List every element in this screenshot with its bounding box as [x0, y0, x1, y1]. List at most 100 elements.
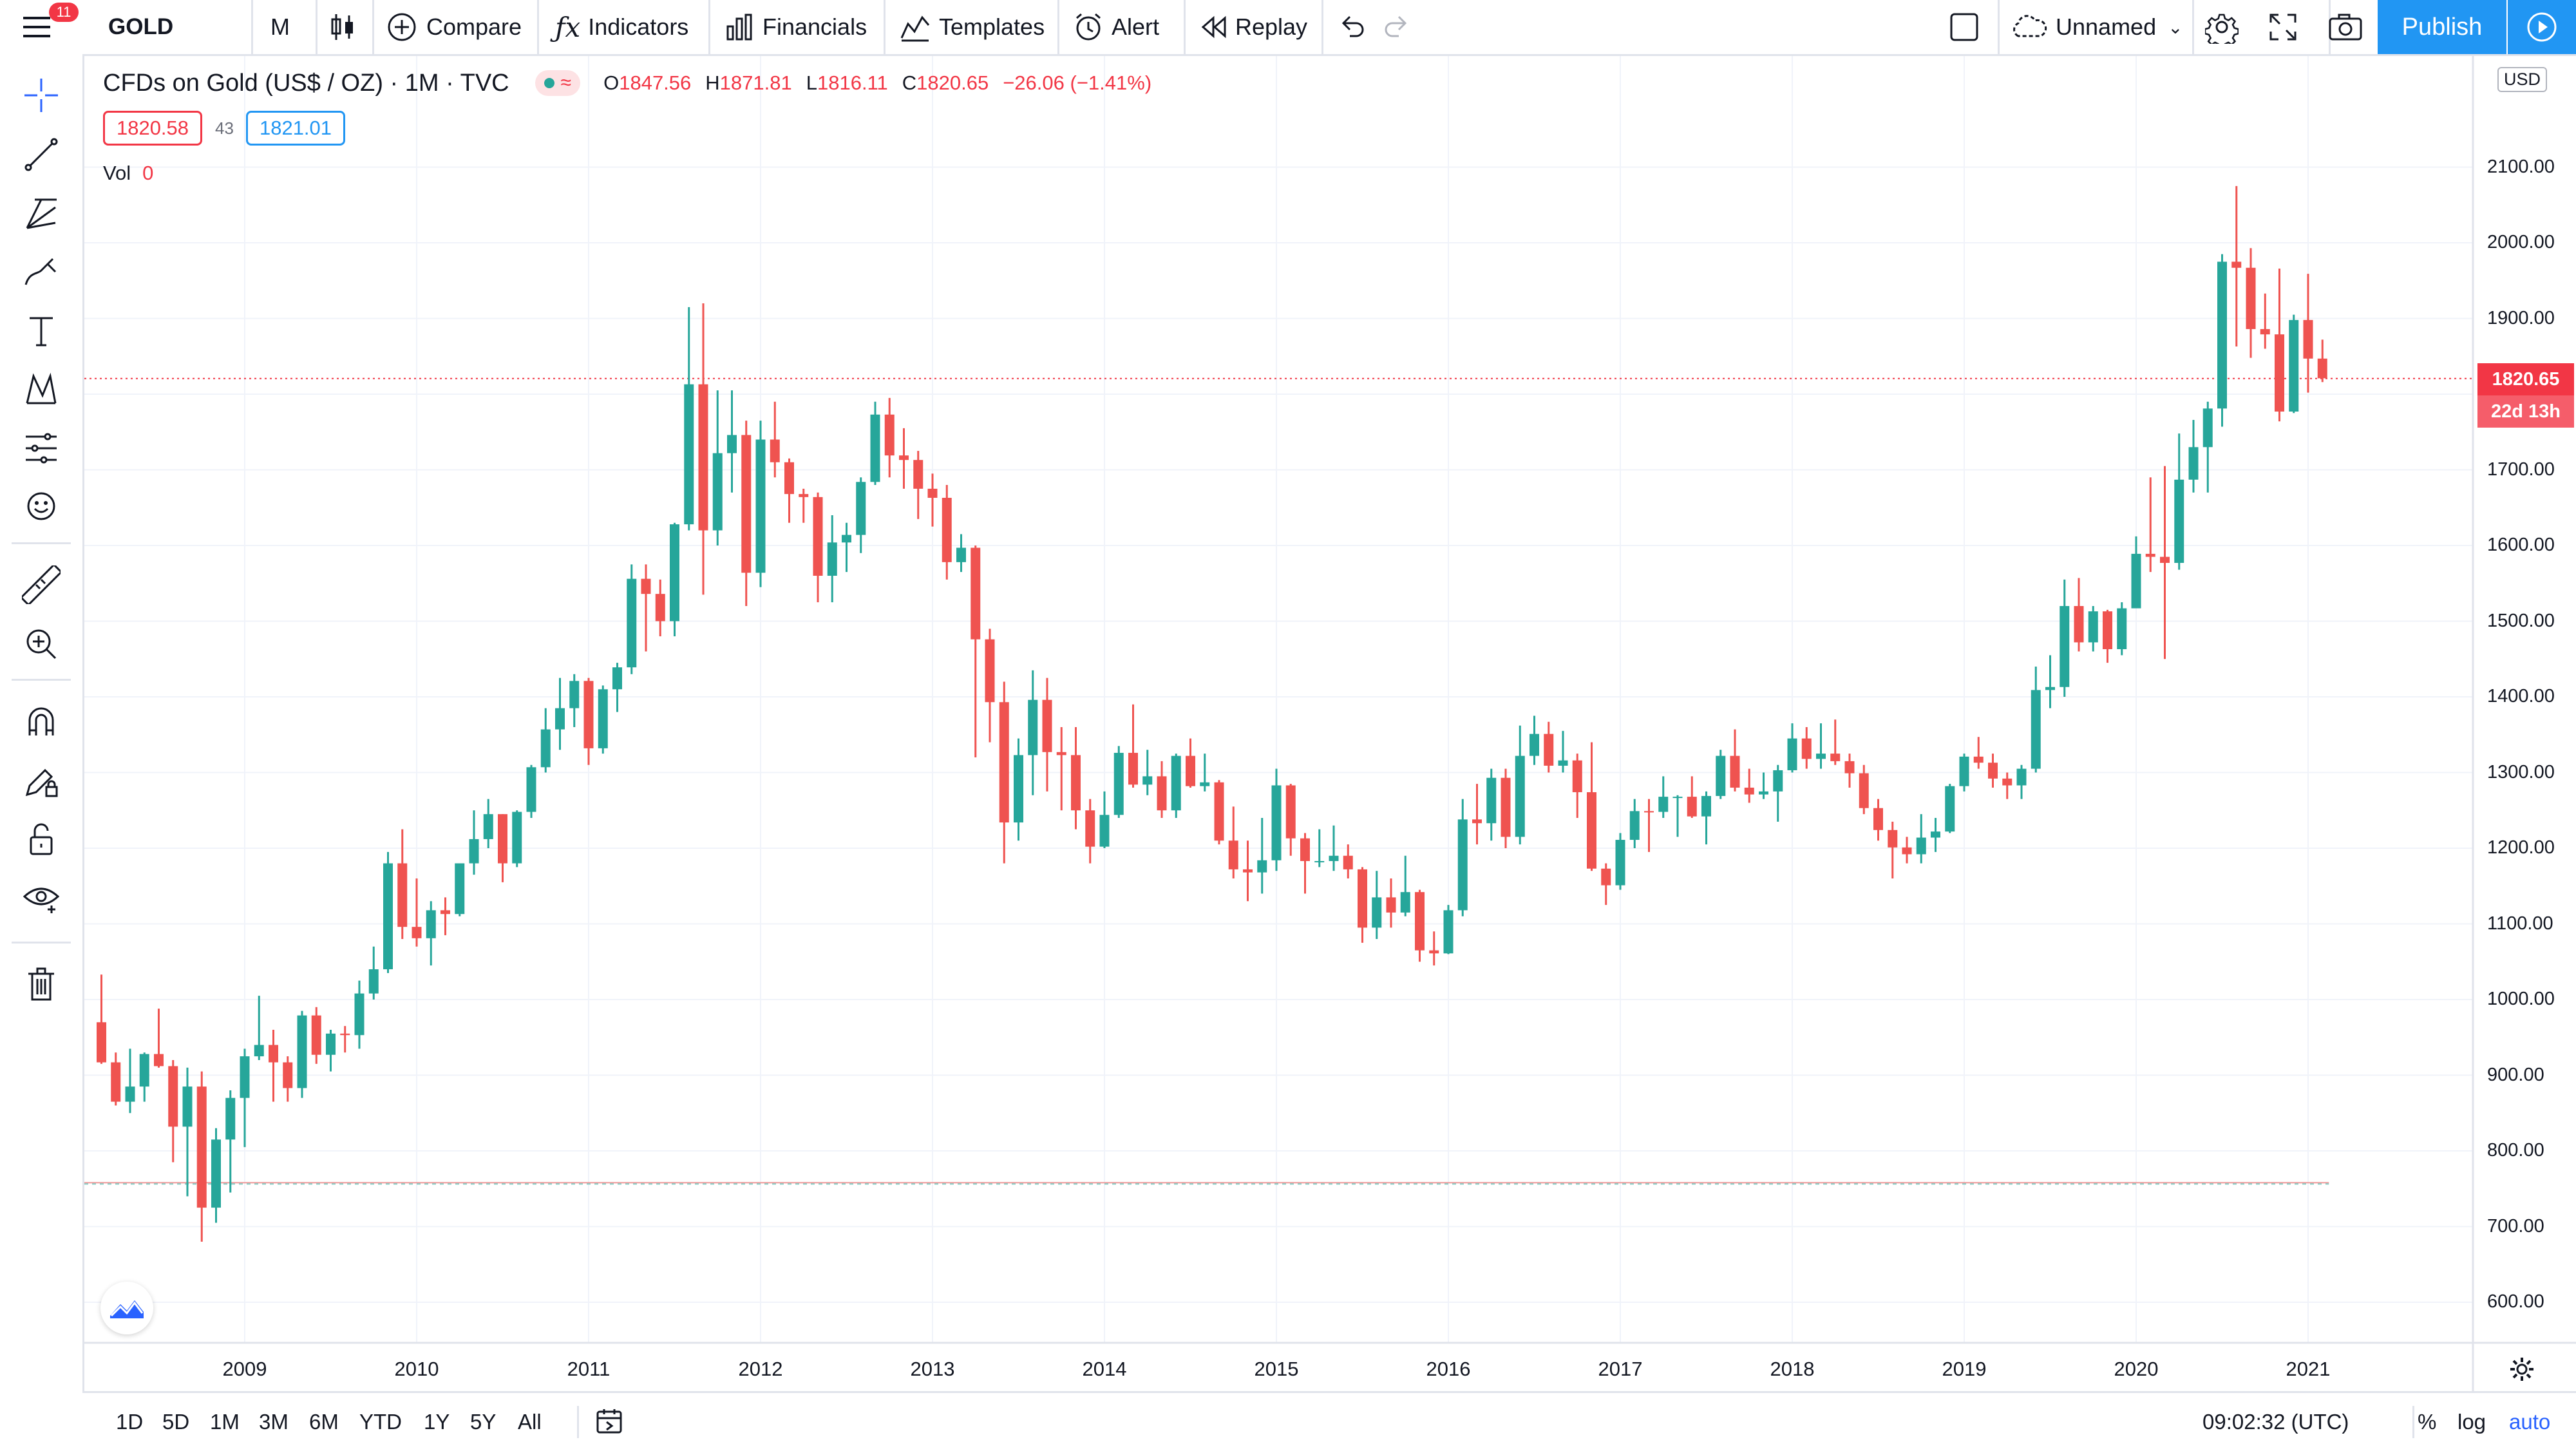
buy-price-button[interactable]: 1821.01: [246, 111, 345, 146]
undo-button[interactable]: [1338, 0, 1367, 54]
volume-legend[interactable]: Vol 0: [103, 158, 153, 188]
measure-tool[interactable]: [19, 563, 63, 607]
sell-price-button[interactable]: 1820.58: [103, 111, 202, 146]
main-menu-button[interactable]: 11: [22, 0, 79, 54]
percent-scale-button[interactable]: %: [2418, 1410, 2437, 1434]
range-button-3m[interactable]: 3M: [259, 1410, 289, 1434]
candle-body: [927, 488, 938, 498]
replay-button[interactable]: Replay: [1199, 0, 1307, 54]
candle: [1028, 670, 1038, 795]
fullscreen-button[interactable]: [2268, 0, 2298, 54]
gann-fib-tool[interactable]: [19, 192, 63, 236]
candle-body: [498, 814, 507, 864]
candle-body: [1501, 777, 1511, 837]
layout-select-button[interactable]: [1949, 0, 1980, 54]
snapshot-button[interactable]: [2327, 0, 2363, 54]
candle-body: [670, 524, 679, 621]
candle: [1816, 723, 1826, 769]
financials-button[interactable]: Financials: [725, 0, 867, 54]
range-button-5y[interactable]: 5Y: [470, 1410, 497, 1434]
range-button-1y[interactable]: 1Y: [424, 1410, 450, 1434]
magnet-mode-button[interactable]: [19, 699, 63, 743]
open-value: 1847.56: [619, 71, 692, 94]
symbol-search[interactable]: GOLD: [108, 14, 174, 39]
text-tool[interactable]: [19, 309, 63, 353]
candle-body: [2303, 319, 2313, 359]
candle-body: [2145, 553, 2155, 557]
range-button-6m[interactable]: 6M: [309, 1410, 339, 1434]
brush-tool[interactable]: [19, 250, 63, 294]
range-button-all[interactable]: All: [518, 1410, 542, 1434]
pattern-tool[interactable]: [19, 367, 63, 411]
play-circle-icon: [2527, 12, 2557, 42]
candle-body: [1056, 752, 1066, 755]
last-price-label: 1820.65: [2477, 363, 2574, 395]
candle: [1601, 863, 1611, 906]
prediction-tool[interactable]: [19, 426, 63, 470]
layout-name-button[interactable]: Unnamed ⌄: [2008, 0, 2183, 54]
market-status-pill[interactable]: ≈: [535, 70, 581, 96]
go-to-date-button[interactable]: [595, 1393, 626, 1451]
candle-body: [1157, 776, 1167, 811]
candle: [2088, 606, 2098, 652]
publish-button[interactable]: Publish: [2378, 0, 2506, 54]
candle: [1515, 725, 1525, 845]
indicators-button[interactable]: ƒx Indicators: [555, 0, 688, 54]
auto-scale-button[interactable]: auto: [2509, 1410, 2551, 1434]
candle: [1214, 780, 1224, 845]
drawing-toolbar: [0, 54, 84, 1449]
series-legend[interactable]: CFDs on Gold (US$ / OZ) · 1M · TVC ≈ O 18…: [103, 67, 1151, 99]
alert-button[interactable]: Alert: [1073, 0, 1159, 54]
publish-menu-button[interactable]: [2508, 0, 2576, 54]
lock-drawings-button[interactable]: [19, 817, 63, 860]
candle: [354, 980, 365, 1049]
zoom-in-tool[interactable]: [19, 622, 63, 666]
currency-unit-button[interactable]: USD: [2497, 67, 2548, 92]
price-tick-label: 1900.00: [2487, 307, 2555, 328]
compare-button[interactable]: Compare: [386, 0, 522, 54]
candle-body: [1716, 755, 1726, 796]
chart-style-button[interactable]: [328, 0, 357, 54]
candle-body: [2289, 319, 2299, 412]
year-tick-label: 2011: [567, 1358, 611, 1380]
bar-chart-icon: [726, 14, 752, 41]
candle-body: [899, 455, 909, 460]
crosshair-tool[interactable]: [19, 73, 63, 117]
tradingview-logo[interactable]: [100, 1282, 153, 1334]
candle: [269, 1030, 278, 1102]
range-button-5d[interactable]: 5D: [162, 1410, 190, 1434]
hide-drawings-button[interactable]: [19, 876, 63, 920]
log-scale-button[interactable]: log: [2458, 1410, 2486, 1434]
candle-body: [1300, 838, 1310, 861]
alert-label: Alert: [1112, 14, 1160, 40]
gear-icon: [2205, 14, 2239, 44]
candle-body: [1186, 755, 1195, 786]
interval-button[interactable]: M: [270, 14, 290, 40]
candle: [2188, 419, 2199, 493]
trend-line-tool[interactable]: [19, 133, 63, 176]
candle-body: [2275, 334, 2284, 412]
xabcd-pattern-icon: [26, 372, 57, 404]
high-value: 1871.81: [719, 71, 792, 94]
candle: [1830, 719, 1841, 765]
candle-body: [2103, 611, 2112, 649]
range-button-ytd[interactable]: YTD: [359, 1410, 402, 1434]
redo-button[interactable]: [1382, 0, 1410, 54]
range-button-1d[interactable]: 1D: [116, 1410, 144, 1434]
templates-button[interactable]: Templates: [899, 0, 1045, 54]
high-label: H: [705, 71, 720, 94]
candle-body: [684, 384, 694, 525]
stay-in-drawing-mode-button[interactable]: [19, 759, 63, 802]
settings-button[interactable]: [2205, 0, 2239, 54]
icon-tool[interactable]: [19, 484, 63, 528]
candle-body: [655, 594, 665, 621]
chart-settings-button[interactable]: [2504, 1351, 2540, 1387]
remove-drawings-button[interactable]: [19, 962, 63, 1006]
compare-label: Compare: [426, 14, 522, 40]
magnet-icon: [28, 707, 54, 735]
candle: [1429, 931, 1439, 966]
timezone-button[interactable]: 09:02:32 (UTC): [2202, 1410, 2349, 1434]
candle-body: [1142, 776, 1153, 785]
range-button-1m[interactable]: 1M: [210, 1410, 240, 1434]
